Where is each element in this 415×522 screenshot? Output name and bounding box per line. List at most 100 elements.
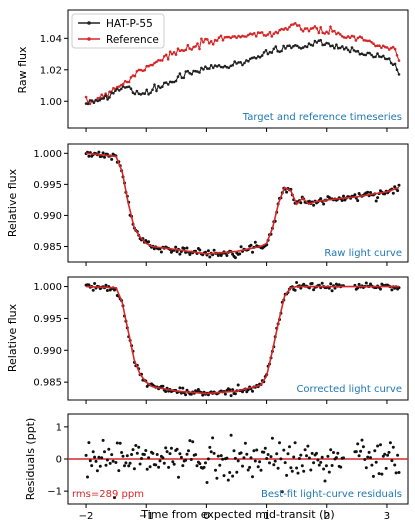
data-point [105,289,109,292]
data-point [98,96,101,100]
data-point [325,30,328,34]
data-point [315,27,319,30]
data-point [120,83,123,87]
data-point [282,28,285,31]
residual-point [285,473,289,477]
data-point [145,384,149,388]
residual-point [225,456,229,460]
data-point [147,64,150,68]
data-point [395,54,399,57]
y-tick-label: 0.995 [33,180,62,191]
residual-point [229,433,233,437]
series-group [84,22,401,106]
residual-point [239,451,243,455]
residual-point [256,465,260,469]
data-point [251,389,254,393]
residual-point [320,455,324,459]
y-axis-label: Raw flux [16,46,29,94]
y-tick-label: 1.000 [33,282,62,293]
residual-point [91,450,95,454]
data-point [127,80,131,84]
data-point [237,34,240,38]
data-point [313,39,317,43]
data-point [108,96,111,99]
residual-point [171,460,175,464]
residual-point [302,469,306,473]
residual-point [94,459,98,463]
y-tick-label: 0.990 [33,346,62,357]
data-point [180,76,184,80]
data-point [243,35,246,38]
data-point [225,35,229,39]
data-point [239,61,242,64]
residual-point [288,445,291,449]
residual-point [218,463,222,467]
residual-point [367,450,371,454]
data-point [151,88,154,92]
residual-point [251,475,254,479]
y-tick-label: 1 [56,422,62,433]
data-point [231,35,234,38]
data-point [174,79,178,83]
residual-point [258,460,262,464]
data-point [290,23,293,27]
data-point [382,54,385,58]
data-point [276,49,280,53]
residual-point [172,462,176,466]
data-point [397,73,401,76]
data-point [185,246,189,250]
residual-point [205,481,209,484]
residual-point [208,445,212,449]
residual-point [147,456,151,460]
data-point [243,61,246,65]
data-point [389,61,393,65]
residual-point [364,466,368,470]
y-tick-label: 0.990 [33,211,62,222]
data-point [366,39,370,43]
data-point [108,90,111,93]
residual-point [307,456,311,460]
data-point [206,38,209,41]
data-point [260,31,264,34]
x-tick-label: 0 [203,511,209,522]
residual-point [286,452,290,456]
data-point [135,89,139,93]
residual-point [299,453,303,457]
residual-point [360,438,364,442]
data-point [372,42,375,45]
data-point [346,35,350,38]
data-point [233,60,236,63]
residual-point [295,466,299,470]
data-point [188,47,191,50]
residual-point [332,451,335,454]
panel-annotation: Target and reference timeseries [242,112,402,123]
residual-point [388,441,392,445]
residual-point [393,463,397,467]
data-point [129,87,133,90]
data-point [311,26,315,30]
data-point [337,31,340,35]
data-point [321,31,325,35]
data-point [329,25,332,29]
data-point [342,194,345,198]
data-point [84,95,88,99]
data-point [112,86,115,90]
residual-point [212,451,216,455]
residual-point [266,453,270,456]
residual-point [206,457,210,461]
residual-point [276,466,280,470]
residual-point [134,444,138,447]
data-point [348,50,352,54]
residual-point [270,436,274,440]
panel-annotation: Best-fit light-curve residuals [261,489,402,500]
data-point [376,196,380,200]
data-point [252,32,256,35]
data-point [253,240,257,244]
residual-point [327,470,331,474]
data-point [221,66,225,69]
residual-point [252,449,256,453]
data-point [369,191,372,194]
data-point [249,243,253,247]
data-point [397,183,401,187]
